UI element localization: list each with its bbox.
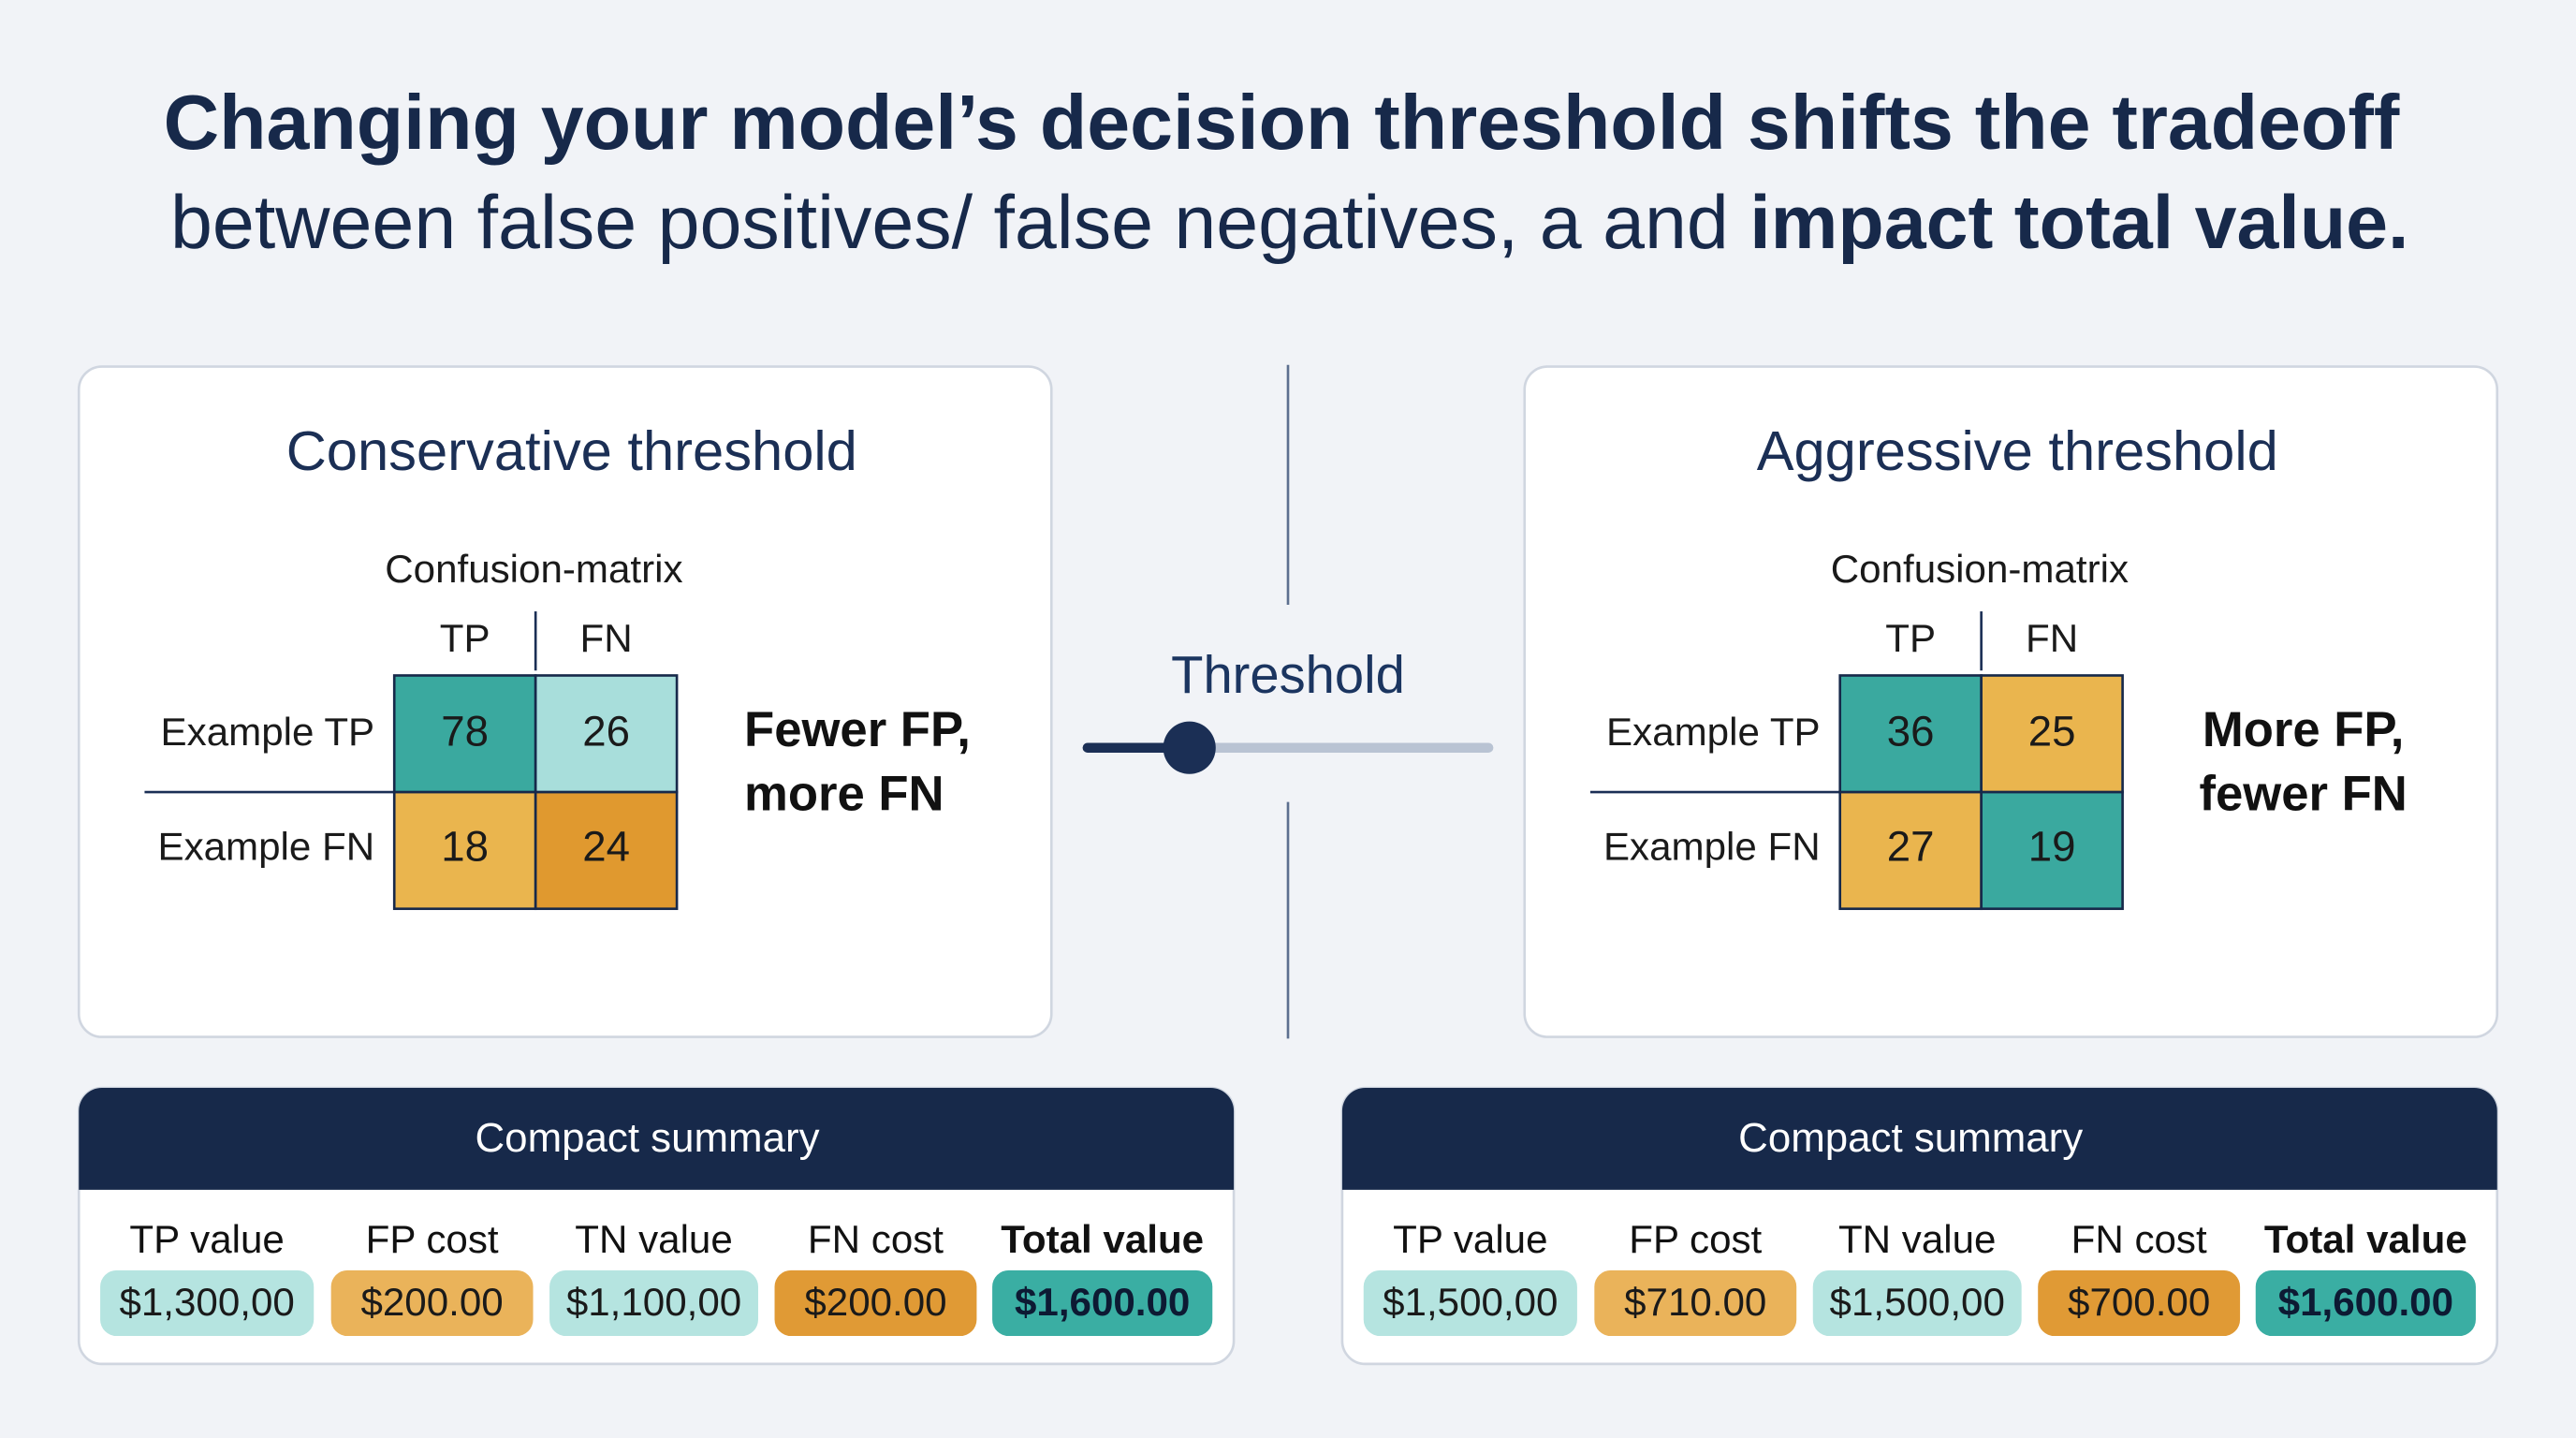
row-header: Example FN bbox=[1603, 825, 1821, 869]
summary-label: TP value bbox=[1393, 1217, 1547, 1261]
summary-header bbox=[1341, 1088, 2497, 1190]
cell-value: 19 bbox=[2028, 823, 2076, 871]
matrix-cell bbox=[1980, 790, 2124, 911]
value-pill bbox=[100, 1269, 315, 1337]
slider-knob[interactable] bbox=[1163, 721, 1216, 774]
slider-label: Threshold bbox=[1171, 645, 1405, 704]
summary-value: $1,500,00 bbox=[1383, 1280, 1558, 1324]
summary-value: $200.00 bbox=[360, 1280, 503, 1324]
cell-value: 36 bbox=[1887, 708, 1935, 756]
summary-label: FN cost bbox=[808, 1217, 944, 1261]
summary-value: $1,300,00 bbox=[119, 1280, 294, 1324]
summary-value: $700.00 bbox=[2068, 1280, 2210, 1324]
value-pill bbox=[549, 1269, 758, 1337]
matrix-cell bbox=[534, 674, 679, 794]
summary-label: TN value bbox=[575, 1217, 732, 1261]
summary-label: FP cost bbox=[366, 1217, 499, 1261]
row-header: Example FN bbox=[157, 825, 374, 869]
title-regular: between false positives/ false negatives… bbox=[170, 181, 1749, 265]
note: more FN bbox=[744, 766, 944, 821]
col-header: FN bbox=[580, 616, 633, 660]
matrix-label: Confusion-matrix bbox=[385, 547, 682, 591]
summary-value: $1,600.00 bbox=[2278, 1280, 2453, 1324]
value-pill bbox=[1812, 1269, 2022, 1337]
summary-label: Total value bbox=[2264, 1217, 2467, 1261]
cell-value: 27 bbox=[1887, 823, 1935, 871]
title-line1: Changing your model’s decision threshold… bbox=[164, 80, 2400, 166]
cell-value: 78 bbox=[441, 708, 489, 756]
value-pill bbox=[2255, 1269, 2476, 1337]
summary-label: FP cost bbox=[1629, 1217, 1762, 1261]
value-pill bbox=[774, 1269, 977, 1337]
matrix-cell bbox=[392, 790, 537, 911]
summary-label: Total value bbox=[1001, 1217, 1204, 1261]
matrix-label: Confusion-matrix bbox=[1831, 547, 2129, 591]
note: Fewer FP, bbox=[744, 702, 971, 757]
row-header: Example TP bbox=[1606, 710, 1821, 754]
col-header: TP bbox=[1885, 616, 1936, 660]
note: More FP, bbox=[2203, 702, 2405, 757]
card-title: Conservative threshold bbox=[286, 419, 857, 482]
cell-value: 24 bbox=[582, 823, 630, 871]
row-header: Example TP bbox=[161, 710, 375, 754]
summary-value: $710.00 bbox=[1624, 1280, 1766, 1324]
matrix-cell bbox=[1838, 790, 1983, 911]
summary-label: FN cost bbox=[2071, 1217, 2207, 1261]
matrix-cell bbox=[534, 790, 679, 911]
summary-header bbox=[79, 1088, 1235, 1190]
card-title: Aggressive threshold bbox=[1757, 419, 2278, 482]
matrix-cell bbox=[392, 674, 537, 794]
summary-title: Compact summary bbox=[1738, 1115, 2083, 1161]
value-pill bbox=[1594, 1269, 1797, 1337]
col-header: FN bbox=[2026, 616, 2078, 660]
note: fewer FN bbox=[2199, 766, 2407, 821]
summary-value: $1,500,00 bbox=[1830, 1280, 2005, 1324]
title-line2: between false positives/ false negatives… bbox=[170, 181, 2408, 265]
cell-value: 25 bbox=[2028, 708, 2076, 756]
value-pill bbox=[992, 1269, 1213, 1337]
col-header: TP bbox=[440, 616, 490, 660]
summary-value: $200.00 bbox=[804, 1280, 946, 1324]
matrix-cell bbox=[1980, 674, 2124, 794]
value-pill bbox=[330, 1269, 534, 1337]
summary-title: Compact summary bbox=[476, 1115, 820, 1161]
title-bold: impact total value. bbox=[1749, 181, 2408, 265]
cell-value: 18 bbox=[441, 823, 489, 871]
cell-value: 26 bbox=[582, 708, 630, 756]
value-pill bbox=[2038, 1269, 2241, 1337]
summary-label: TP value bbox=[129, 1217, 284, 1261]
value-pill bbox=[1363, 1269, 1577, 1337]
summary-label: TN value bbox=[1838, 1217, 1997, 1261]
summary-value: $1,100,00 bbox=[566, 1280, 741, 1324]
summary-value: $1,600.00 bbox=[1015, 1280, 1190, 1324]
